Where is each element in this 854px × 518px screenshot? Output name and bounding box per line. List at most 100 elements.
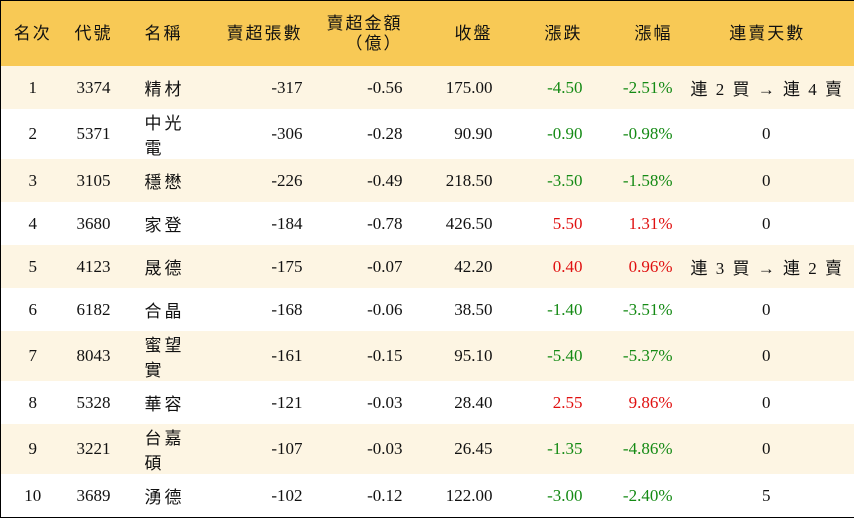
table-cell: -107 xyxy=(201,424,311,474)
header-text: 連賣天數 xyxy=(729,24,805,43)
table-cell: 合晶 xyxy=(123,288,201,331)
column-header: 賣超張數 xyxy=(201,1,311,67)
table-cell: 38.50 xyxy=(411,288,501,331)
table-cell: -1.58% xyxy=(591,159,681,202)
table-cell: 3374 xyxy=(65,66,123,109)
table-cell: -0.98% xyxy=(591,109,681,159)
table-cell: -0.07 xyxy=(311,245,411,288)
table-cell: 9 xyxy=(1,424,65,474)
table-cell: 家登 xyxy=(123,202,201,245)
table-cell: 2.55 xyxy=(501,381,591,424)
table-cell: 0.40 xyxy=(501,245,591,288)
header-text: （億） xyxy=(346,34,403,53)
table-cell: -4.86% xyxy=(591,424,681,474)
header-text: 名稱 xyxy=(145,24,183,43)
header-text: 漲幅 xyxy=(635,24,673,43)
column-header: 賣超金額（億） xyxy=(311,1,411,67)
table-cell: 0 xyxy=(681,202,854,245)
table-cell: 穩懋 xyxy=(123,159,201,202)
table-cell: -0.06 xyxy=(311,288,411,331)
table-cell: 42.20 xyxy=(411,245,501,288)
table-cell: -161 xyxy=(201,331,311,381)
header-text: 收盤 xyxy=(455,24,493,43)
column-header: 漲幅 xyxy=(591,1,681,67)
header-text: 賣超金額 xyxy=(327,14,403,33)
table-cell: -0.56 xyxy=(311,66,411,109)
table-cell: -1.35 xyxy=(501,424,591,474)
table-cell: 中光電 xyxy=(123,109,201,159)
table-cell: -226 xyxy=(201,159,311,202)
table-cell: 0 xyxy=(681,159,854,202)
table-cell: -1.40 xyxy=(501,288,591,331)
table-cell: 4 xyxy=(1,202,65,245)
table-cell: 8043 xyxy=(65,331,123,381)
header-text: 代號 xyxy=(75,24,113,43)
table-cell: 426.50 xyxy=(411,202,501,245)
header-text: 漲跌 xyxy=(545,24,583,43)
table-cell: -306 xyxy=(201,109,311,159)
column-header: 代號 xyxy=(65,1,123,67)
table-cell: 7 xyxy=(1,331,65,381)
table-cell: -5.40 xyxy=(501,331,591,381)
table-cell: 1.31% xyxy=(591,202,681,245)
table-cell: 5 xyxy=(1,245,65,288)
table-cell: -317 xyxy=(201,66,311,109)
table-cell: -184 xyxy=(201,202,311,245)
table-cell: 5.50 xyxy=(501,202,591,245)
table-cell: 0 xyxy=(681,288,854,331)
table-cell: -0.49 xyxy=(311,159,411,202)
table-cell: 3105 xyxy=(65,159,123,202)
table-cell: 精材 xyxy=(123,66,201,109)
table-cell: 3680 xyxy=(65,202,123,245)
table-cell: 4123 xyxy=(65,245,123,288)
table-cell: -0.28 xyxy=(311,109,411,159)
table-cell: 90.90 xyxy=(411,109,501,159)
table-cell: -5.37% xyxy=(591,331,681,381)
table-cell: 晟德 xyxy=(123,245,201,288)
column-header: 名次 xyxy=(1,1,65,67)
table-cell: -0.15 xyxy=(311,331,411,381)
table-cell: -0.03 xyxy=(311,424,411,474)
column-header: 收盤 xyxy=(411,1,501,67)
table-cell: 華容 xyxy=(123,381,201,424)
table-cell: 台嘉碩 xyxy=(123,424,201,474)
table-cell: 0.96% xyxy=(591,245,681,288)
table-cell: 8 xyxy=(1,381,65,424)
table-cell: -0.90 xyxy=(501,109,591,159)
table-cell: 2 xyxy=(1,109,65,159)
table-cell: 3221 xyxy=(65,424,123,474)
table-cell: 6 xyxy=(1,288,65,331)
table-cell: -0.78 xyxy=(311,202,411,245)
table-cell: 0 xyxy=(681,424,854,474)
table-cell: -168 xyxy=(201,288,311,331)
table-cell: -4.50 xyxy=(501,66,591,109)
table-cell: 連 2 買 → 連 4 賣 xyxy=(681,66,854,109)
column-header: 漲跌 xyxy=(501,1,591,67)
table-cell: 1 xyxy=(1,66,65,109)
table-cell: 95.10 xyxy=(411,331,501,381)
table-cell: 連 3 買 → 連 2 賣 xyxy=(681,245,854,288)
table-cell: -3.51% xyxy=(591,288,681,331)
header-text: 賣超張數 xyxy=(227,24,303,43)
column-header: 名稱 xyxy=(123,1,201,67)
table-cell: 0 xyxy=(681,381,854,424)
table-cell: 175.00 xyxy=(411,66,501,109)
table-cell: -121 xyxy=(201,381,311,424)
column-header: 連賣天數 xyxy=(681,1,854,67)
table-cell: 0 xyxy=(681,109,854,159)
table-cell: 3 xyxy=(1,159,65,202)
table-cell: -3.50 xyxy=(501,159,591,202)
table-cell: -2.51% xyxy=(591,66,681,109)
table-cell: -0.03 xyxy=(311,381,411,424)
table-cell: 蜜望實 xyxy=(123,331,201,381)
